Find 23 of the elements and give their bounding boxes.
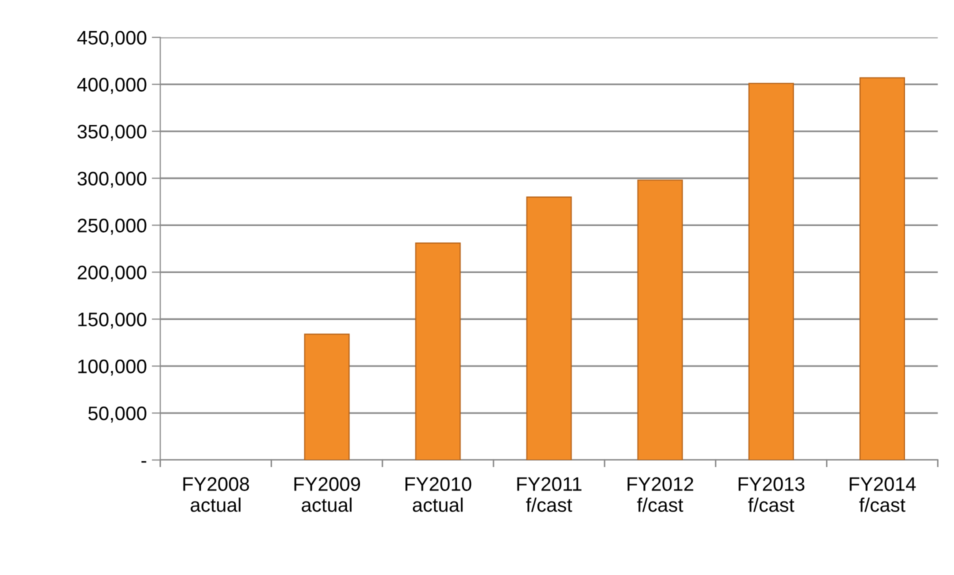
- y-tick-label: 200,000: [78, 266, 146, 282]
- bar: [526, 196, 572, 460]
- x-tick-label: FY2014 f/cast: [850, 477, 916, 512]
- x-tick-label: FY2011 f/cast: [517, 477, 582, 512]
- bar: [859, 77, 906, 460]
- x-tick-label: FY2012 f/cast: [628, 477, 694, 512]
- bar: [748, 82, 794, 460]
- y-tick-label: 450,000: [77, 30, 146, 47]
- y-tick-label: 250,000: [78, 218, 146, 235]
- y-tick-label: 50,000: [88, 406, 146, 423]
- bar: [304, 334, 350, 460]
- y-tick-label: 400,000: [77, 78, 146, 94]
- x-tick-label: FY2013 f/cast: [738, 477, 804, 512]
- y-tick-label: 150,000: [78, 312, 146, 329]
- y-tick-label: 350,000: [78, 124, 146, 141]
- y-tick-label: 300,000: [78, 172, 146, 188]
- x-tick-label: FY2008 actual: [183, 477, 250, 512]
- x-tick-label: FY2010 actual: [406, 477, 472, 512]
- x-tick-label: FY2009 actual: [294, 477, 360, 512]
- bar: [637, 180, 683, 460]
- y-tick-label: -: [141, 461, 146, 463]
- bar: [415, 242, 461, 460]
- y-tick-label: 100,000: [78, 360, 146, 376]
